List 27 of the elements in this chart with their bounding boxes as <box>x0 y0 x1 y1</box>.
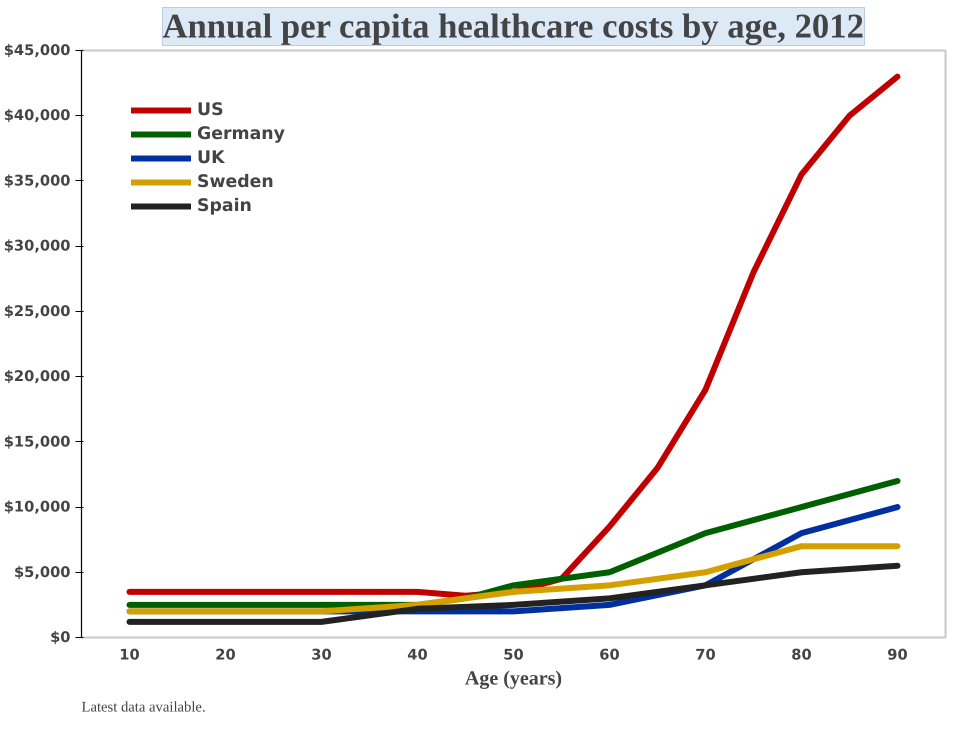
legend-label: Spain <box>197 196 252 216</box>
x-tick-label: 60 <box>599 646 620 664</box>
y-tick-label: $40,000 <box>4 107 71 124</box>
x-tick-label: 10 <box>119 646 140 664</box>
y-tick-label: $10,000 <box>4 498 71 516</box>
x-tick-label: 20 <box>215 646 236 664</box>
x-axis-title: Age (years) <box>464 668 562 690</box>
y-tick-label: $30,000 <box>4 238 71 255</box>
y-tick-label: $15,000 <box>4 433 71 450</box>
y-tick-label: $5,000 <box>14 564 71 581</box>
x-tick-label: 50 <box>503 646 524 664</box>
legend-label: US <box>197 100 224 120</box>
text: Latest data available. <box>82 700 206 716</box>
chart-title: Annual per capita healthcare costs by age, 2012 <box>162 8 864 46</box>
x-tick-label: 30 <box>311 646 332 664</box>
x-tick-label: 70 <box>695 646 716 664</box>
x-tick-label: 90 <box>887 646 908 664</box>
y-tick-label: $45,000 <box>4 42 71 59</box>
y-tick-label: $35,000 <box>4 172 71 190</box>
legend-label: Germany <box>197 124 285 144</box>
x-tick-label: 40 <box>407 646 428 664</box>
legend-label: Sweden <box>197 172 274 192</box>
legend-label: UK <box>197 148 224 168</box>
y-tick-label: $0 <box>50 629 71 646</box>
x-tick-label: 80 <box>791 646 812 664</box>
y-tick-label: $20,000 <box>4 368 71 386</box>
y-tick-label: $25,000 <box>4 302 71 320</box>
